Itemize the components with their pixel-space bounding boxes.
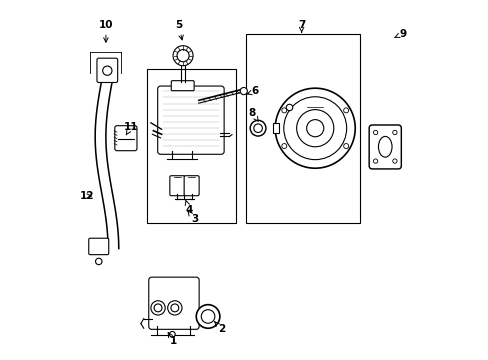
FancyBboxPatch shape xyxy=(272,123,278,133)
Circle shape xyxy=(283,97,346,159)
Circle shape xyxy=(196,305,220,328)
Circle shape xyxy=(240,87,247,95)
Circle shape xyxy=(151,301,165,315)
Bar xyxy=(147,69,235,223)
Circle shape xyxy=(281,108,286,113)
Text: 6: 6 xyxy=(247,86,258,96)
FancyBboxPatch shape xyxy=(115,126,137,151)
Text: 7: 7 xyxy=(297,19,305,32)
Text: 2: 2 xyxy=(214,322,224,334)
Circle shape xyxy=(306,120,323,137)
Circle shape xyxy=(95,258,102,265)
Text: 3: 3 xyxy=(187,211,198,224)
Text: 12: 12 xyxy=(79,191,94,201)
Circle shape xyxy=(392,159,396,163)
Circle shape xyxy=(392,130,396,135)
Text: 4: 4 xyxy=(185,200,192,215)
FancyBboxPatch shape xyxy=(88,238,108,255)
Text: 11: 11 xyxy=(123,122,138,135)
Circle shape xyxy=(343,144,348,149)
Circle shape xyxy=(296,110,333,147)
Circle shape xyxy=(102,66,112,75)
FancyBboxPatch shape xyxy=(169,176,184,196)
Ellipse shape xyxy=(378,136,391,157)
FancyBboxPatch shape xyxy=(368,125,401,169)
Circle shape xyxy=(285,104,292,111)
Circle shape xyxy=(169,332,175,337)
Circle shape xyxy=(373,159,377,163)
Circle shape xyxy=(250,120,265,136)
Circle shape xyxy=(281,144,286,149)
Text: 5: 5 xyxy=(174,19,183,40)
Circle shape xyxy=(171,304,179,312)
FancyBboxPatch shape xyxy=(157,86,224,154)
FancyBboxPatch shape xyxy=(171,81,194,91)
Bar xyxy=(246,33,359,223)
Circle shape xyxy=(201,310,214,323)
FancyBboxPatch shape xyxy=(148,277,199,329)
Circle shape xyxy=(373,130,377,135)
Text: 8: 8 xyxy=(248,108,258,121)
FancyBboxPatch shape xyxy=(184,176,199,196)
FancyBboxPatch shape xyxy=(97,58,118,82)
Circle shape xyxy=(275,88,354,168)
Circle shape xyxy=(173,46,193,66)
Text: 9: 9 xyxy=(394,28,406,39)
Text: 10: 10 xyxy=(99,19,113,42)
Circle shape xyxy=(343,108,348,113)
Circle shape xyxy=(253,124,262,132)
Circle shape xyxy=(154,304,162,312)
Circle shape xyxy=(167,301,182,315)
Circle shape xyxy=(177,50,189,62)
Text: 1: 1 xyxy=(168,333,176,346)
